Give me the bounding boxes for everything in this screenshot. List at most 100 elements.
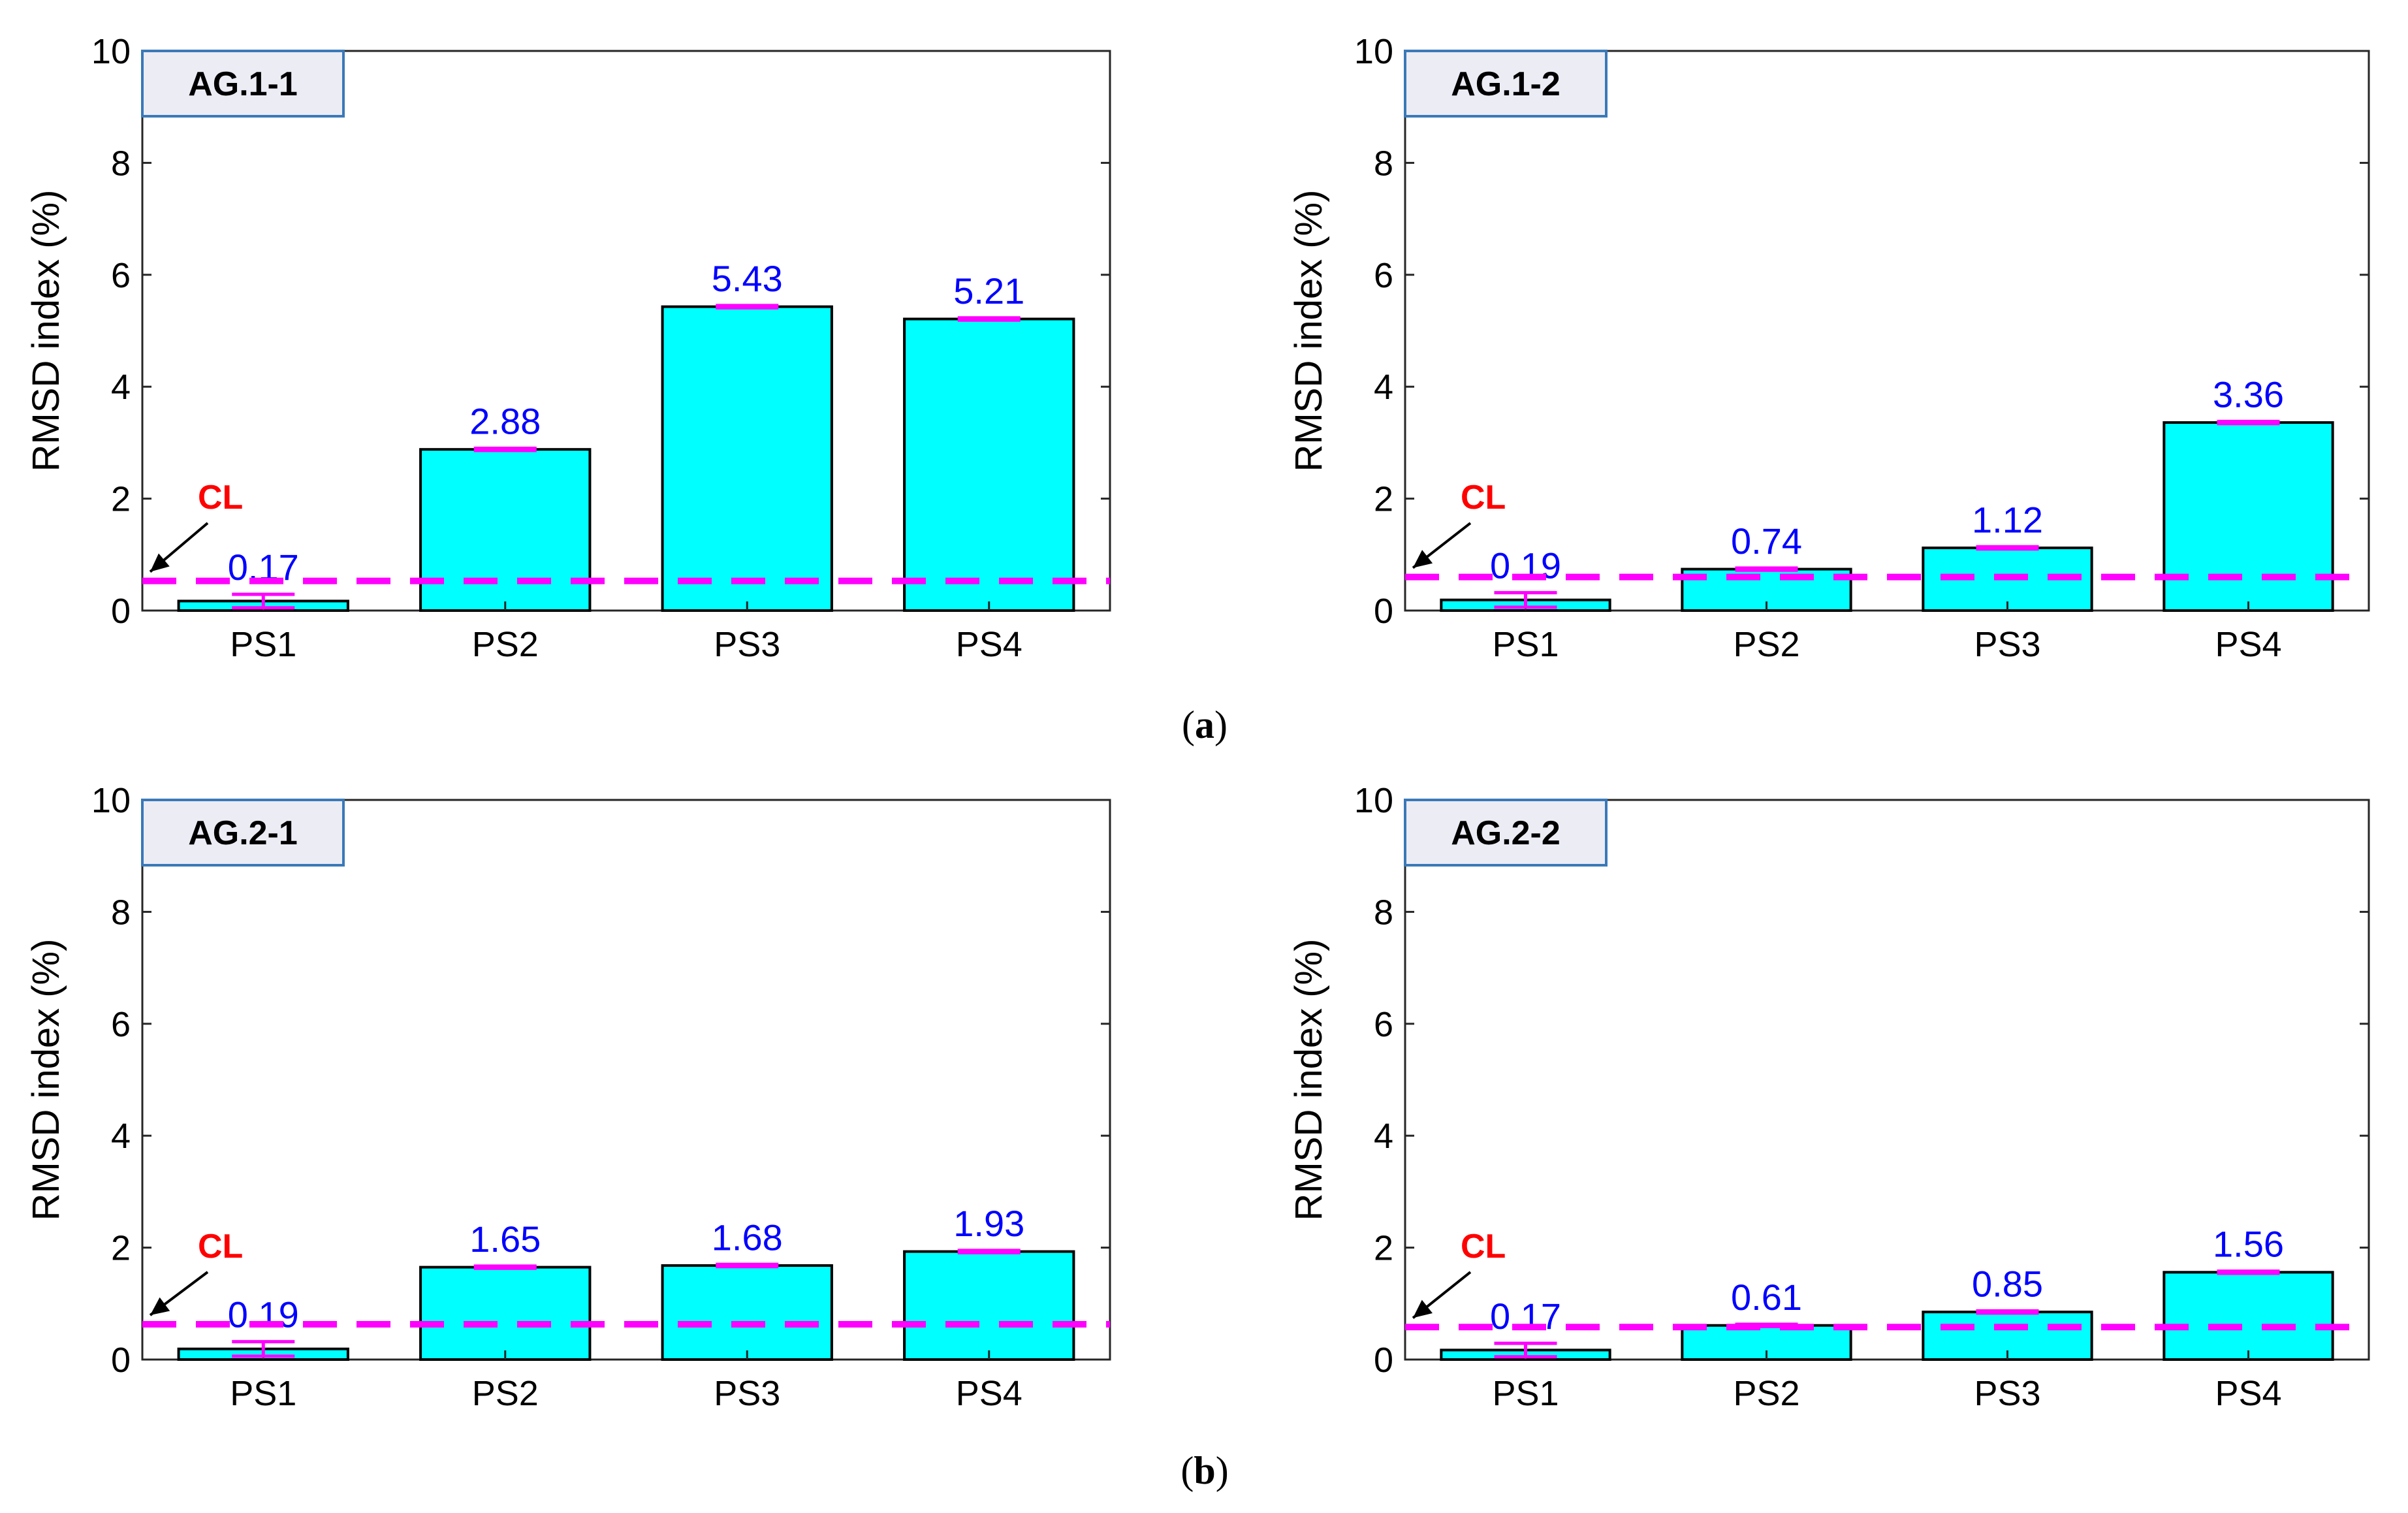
cl-label: CL — [1461, 1228, 1506, 1266]
x-tick-label: PS1 — [230, 625, 296, 664]
cl-arrow-head — [1413, 1299, 1433, 1318]
title-box — [141, 50, 345, 118]
y-tick-label: 4 — [111, 1117, 131, 1156]
value-label: 0.74 — [1731, 520, 1802, 562]
y-axis-label: RMSD index (%) — [25, 939, 67, 1221]
x-tick-label: PS1 — [1492, 625, 1559, 664]
y-tick-label: 10 — [1354, 32, 1393, 71]
value-label: 0.19 — [228, 1294, 299, 1335]
value-label: 1.56 — [2213, 1224, 2284, 1265]
chart-title: AG.2-1 — [188, 814, 298, 852]
y-tick-label: 6 — [1374, 256, 1393, 295]
y-tick-label: 0 — [1374, 1341, 1393, 1380]
y-tick-label: 6 — [111, 1005, 131, 1044]
bar — [661, 305, 833, 612]
y-tick-label: 4 — [1374, 368, 1393, 407]
value-label: 1.93 — [953, 1203, 1024, 1244]
x-tick-label: PS2 — [1733, 1374, 1799, 1413]
value-label: 5.43 — [712, 258, 783, 299]
x-tick-label: PS4 — [2215, 625, 2281, 664]
y-tick-label: 10 — [1354, 781, 1393, 820]
y-tick-label: 8 — [1374, 893, 1393, 932]
chart-2: 0 2 4 6 8 10 RMSD index (%) PS1 0.19 PS2 1.65 PS3 1.… — [25, 781, 1111, 1413]
value-label: 1.68 — [712, 1217, 783, 1258]
bar — [2162, 421, 2334, 612]
y-tick-label: 8 — [1374, 144, 1393, 183]
caption-a-letter: a — [1195, 703, 1214, 746]
value-label: 1.65 — [469, 1218, 541, 1260]
y-tick-label: 6 — [111, 256, 131, 295]
title-box — [1404, 799, 1608, 867]
x-tick-label: PS1 — [230, 1374, 296, 1413]
plot-frame — [1404, 50, 2370, 612]
bar — [2162, 1271, 2334, 1361]
y-tick-label: 4 — [1374, 1117, 1393, 1156]
x-tick-label: PS3 — [1974, 1374, 2040, 1413]
y-tick-label: 0 — [111, 592, 131, 631]
y-tick-label: 2 — [111, 1229, 131, 1268]
bar — [419, 448, 592, 613]
x-tick-label: PS2 — [472, 625, 539, 664]
title-box — [141, 799, 345, 867]
cl-arrow-head — [150, 1297, 170, 1316]
chart-3: 0 2 4 6 8 10 RMSD index (%) PS1 0.17 PS2 0.61 PS3 0.… — [1288, 781, 2370, 1413]
y-tick-label: 8 — [111, 144, 131, 183]
y-tick-label: 0 — [111, 1341, 131, 1380]
y-axis-label: RMSD index (%) — [1288, 190, 1330, 472]
y-tick-label: 2 — [1374, 480, 1393, 519]
y-tick-label: 4 — [111, 368, 131, 407]
x-tick-label: PS4 — [956, 625, 1022, 664]
plot-frame — [1404, 799, 2370, 1361]
value-label: 3.36 — [2213, 374, 2284, 415]
value-label: 0.85 — [1972, 1263, 2043, 1304]
bar — [903, 1250, 1075, 1361]
value-label: 2.88 — [469, 400, 541, 441]
caption-b-open: ( — [1180, 1449, 1194, 1492]
cl-label: CL — [198, 1228, 243, 1266]
x-tick-label: PS3 — [714, 625, 780, 664]
cl-arrow-head — [150, 553, 170, 572]
caption-b-letter: b — [1194, 1449, 1215, 1492]
plot-frame — [141, 799, 1111, 1361]
x-tick-label: PS2 — [1733, 625, 1799, 664]
value-label: 0.61 — [1731, 1277, 1802, 1318]
charts-layer: 0 2 4 6 8 10 RMSD index (%) PS1 0.17 PS2 2.88 PS3 5.… — [25, 32, 2370, 1413]
chart-title: AG.2-2 — [1451, 814, 1560, 852]
y-tick-label: 6 — [1374, 1005, 1393, 1044]
x-tick-label: PS3 — [714, 1374, 780, 1413]
caption-a-open: ( — [1182, 703, 1195, 746]
y-tick-label: 8 — [111, 893, 131, 932]
x-tick-label: PS1 — [1492, 1374, 1559, 1413]
bar — [661, 1264, 833, 1362]
y-axis-label: RMSD index (%) — [25, 190, 67, 472]
caption-b-close: ) — [1216, 1449, 1229, 1492]
chart-title: AG.1-2 — [1451, 65, 1560, 103]
y-tick-label: 0 — [1374, 592, 1393, 631]
caption-a-close: ) — [1214, 703, 1228, 746]
y-tick-label: 10 — [91, 781, 131, 820]
caption-b: (b) — [1180, 1449, 1228, 1492]
bar — [419, 1266, 592, 1361]
bar — [1681, 1324, 1852, 1362]
x-tick-label: PS3 — [1974, 625, 2040, 664]
value-label: 1.12 — [1972, 499, 2043, 540]
cl-arrow-head — [1413, 550, 1433, 568]
x-tick-label: PS2 — [472, 1374, 539, 1413]
value-label: 0.17 — [1490, 1296, 1561, 1337]
y-axis-label: RMSD index (%) — [1288, 939, 1330, 1221]
x-tick-label: PS4 — [2215, 1374, 2281, 1413]
caption-a: (a) — [1182, 703, 1228, 746]
cl-label: CL — [198, 479, 243, 517]
value-label: 5.21 — [953, 270, 1024, 311]
title-box — [1404, 50, 1608, 118]
bar — [903, 317, 1075, 612]
y-tick-label: 2 — [1374, 1229, 1393, 1268]
cl-label: CL — [1461, 479, 1506, 517]
plot-frame — [141, 50, 1111, 612]
x-tick-label: PS4 — [956, 1374, 1022, 1413]
y-tick-label: 10 — [91, 32, 131, 71]
chart-title: AG.1-1 — [188, 65, 298, 103]
